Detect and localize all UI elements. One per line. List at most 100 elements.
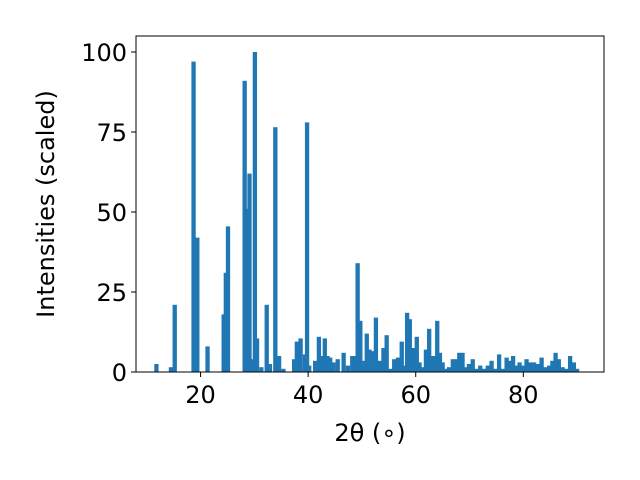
bar — [423, 349, 429, 372]
bar — [331, 362, 336, 372]
x-axis-ticks: 20 40 60 80 — [185, 372, 539, 409]
bar — [460, 352, 465, 372]
bar — [276, 356, 282, 372]
bar — [463, 367, 468, 372]
bar — [388, 368, 393, 372]
bar — [453, 359, 459, 372]
bar — [478, 365, 483, 372]
bar — [322, 338, 327, 372]
bar — [392, 359, 397, 372]
bar — [350, 356, 355, 372]
bar — [567, 356, 573, 372]
bar — [524, 359, 529, 372]
y-tick-label: 100 — [81, 39, 127, 67]
bar — [259, 367, 264, 372]
plot-background — [136, 36, 604, 372]
bar — [352, 356, 358, 372]
bar — [172, 304, 177, 372]
y-tick-label: 25 — [96, 279, 127, 307]
bar — [355, 263, 360, 372]
bar — [466, 364, 472, 372]
bar — [517, 362, 522, 372]
bar — [414, 336, 419, 372]
bar — [304, 122, 310, 373]
bar — [264, 304, 269, 372]
bar — [325, 356, 330, 372]
bar — [550, 360, 555, 372]
bar — [496, 354, 502, 372]
bar — [474, 368, 479, 372]
bar — [294, 341, 299, 372]
bar — [281, 368, 286, 372]
bar — [431, 356, 437, 372]
bar — [410, 348, 416, 372]
bar — [446, 367, 452, 372]
bar — [223, 272, 228, 372]
bar — [510, 356, 516, 372]
bar — [254, 338, 260, 372]
bar — [546, 365, 552, 372]
bar — [205, 346, 210, 372]
bar — [370, 351, 375, 372]
bar — [316, 336, 322, 372]
bar — [553, 352, 558, 372]
bar — [485, 365, 490, 372]
bar — [564, 368, 569, 372]
bar — [381, 348, 386, 372]
bar — [250, 359, 255, 372]
bar — [520, 365, 525, 372]
bar — [399, 341, 404, 372]
bar — [242, 80, 247, 373]
bar — [312, 360, 318, 372]
bar — [420, 367, 425, 372]
bar — [500, 368, 506, 372]
bar — [335, 359, 340, 372]
bar — [531, 362, 537, 372]
bar — [247, 173, 252, 372]
bar — [195, 237, 200, 372]
bar — [574, 368, 580, 372]
bar — [364, 333, 369, 372]
bar — [401, 365, 407, 372]
bar — [443, 368, 448, 372]
bar — [191, 61, 196, 372]
bar — [429, 356, 434, 372]
bar — [307, 365, 312, 372]
bar — [514, 365, 519, 372]
bar — [435, 320, 440, 372]
bar-series — [154, 52, 580, 373]
bar — [437, 352, 443, 372]
bar — [168, 367, 174, 372]
bar — [154, 364, 159, 372]
bar — [489, 360, 494, 372]
bar — [377, 360, 382, 372]
bar — [539, 357, 544, 372]
bar — [470, 359, 475, 372]
bar — [560, 367, 565, 372]
x-tick-label: 20 — [185, 381, 216, 409]
y-tick-label: 75 — [96, 119, 127, 147]
x-axis-title: 2θ (∘) — [334, 419, 405, 447]
bar — [367, 349, 372, 372]
bar — [528, 362, 533, 372]
x-tick-label: 80 — [508, 381, 539, 409]
bar — [341, 352, 346, 372]
bar — [373, 317, 379, 372]
x-tick-label: 60 — [400, 381, 431, 409]
bar — [556, 359, 561, 372]
bar — [345, 365, 351, 372]
bar — [404, 312, 410, 372]
bar — [292, 359, 297, 372]
bar — [252, 52, 258, 372]
bar — [450, 359, 455, 372]
bar — [481, 368, 487, 372]
plot-frame — [135, 35, 605, 373]
bar — [507, 360, 513, 372]
bar — [395, 357, 401, 372]
bar — [417, 362, 422, 372]
y-tick-label: 0 — [112, 359, 127, 387]
bar — [407, 319, 412, 372]
bar — [571, 362, 577, 372]
bar — [298, 338, 303, 372]
bar — [493, 368, 498, 372]
